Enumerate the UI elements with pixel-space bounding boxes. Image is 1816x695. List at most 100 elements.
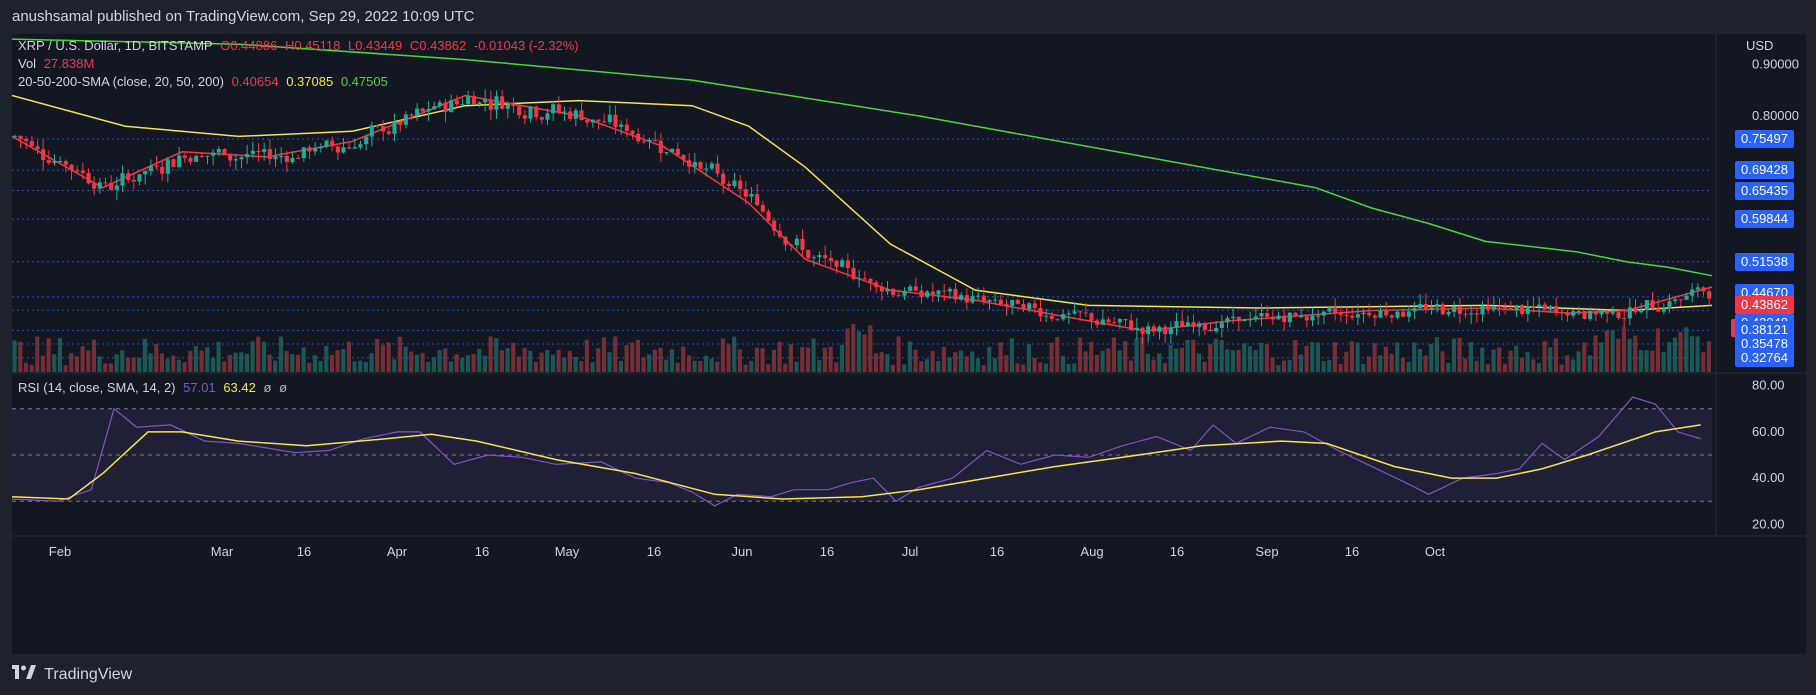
candle-body [46,160,51,164]
volume-bar [567,351,572,372]
candle-body [868,279,873,283]
price-chart[interactable]: 0.90000 0.80000 80.00 60.00 40.00 20.00 Feb Mar… [12,34,1806,654]
volume-bar [1553,338,1558,372]
volume-bar [1225,349,1230,372]
candle-body [687,160,692,167]
volume-bar [822,347,827,372]
volume-bar [947,357,952,372]
candle-body [641,141,646,143]
candle-body [879,286,884,292]
volume-bar [1213,338,1218,372]
candle-body [41,149,46,161]
volume-bar [749,360,754,372]
candle-body [602,121,607,123]
volume-bar [97,356,102,372]
volume-bar [35,336,40,372]
candle-body [1100,319,1105,325]
candle-body [182,155,187,158]
high-value: H0.45118 [284,38,341,53]
candle-body [1650,300,1655,309]
candle-body [517,106,522,116]
volume-bar [1423,355,1428,372]
volume-bar [998,342,1003,372]
volume-bar [403,346,408,372]
volume-bar [1655,328,1660,372]
candle-body [1242,319,1247,322]
volume-bar [1145,353,1150,372]
volume-bar [1701,352,1706,372]
candle-body [1168,327,1173,335]
candle-body [528,106,533,119]
volume-bar [142,338,147,372]
candle-body [1520,305,1525,314]
candle-body [1157,326,1162,332]
volume-bar [573,357,578,372]
candle-body [959,295,964,300]
candle-body [925,291,930,297]
candle-body [1355,314,1360,318]
volume-bar [1140,337,1145,372]
candle-body [460,104,465,106]
candle-body [1027,303,1032,310]
candle-body [579,110,584,121]
volume-bar [216,341,221,372]
volume-bar [1242,343,1247,372]
candle-body [1435,304,1440,308]
volume-bar [630,342,635,372]
volume-bar [233,352,238,372]
candle-body [137,174,142,182]
candle-body [24,138,29,141]
volume-bar [1026,344,1031,372]
candle-body [1293,312,1298,317]
volume-bar [953,352,958,372]
volume-bar [74,356,79,372]
volume-bar [913,349,918,372]
volume-bar [539,352,544,372]
candle-body [148,165,153,172]
volume-bar [624,345,629,372]
time-axis-label: Feb [49,544,71,559]
rsi-sma-value: 63.42 [223,380,256,395]
candle-body [1548,306,1553,310]
candle-body [539,117,544,120]
volume-bar [1576,351,1581,372]
candle-body [1225,318,1230,323]
candle-body [1423,304,1428,309]
candle-body [171,159,176,167]
candle-body [267,149,272,159]
candle-body [165,159,170,174]
time-axis-label: Apr [387,544,408,559]
chart-area[interactable]: 0.90000 0.80000 80.00 60.00 40.00 20.00 Feb Mar… [12,34,1806,654]
volume-bar [1344,351,1349,372]
candle-body [1525,306,1530,314]
volume-bar [800,346,805,372]
candle-body [993,299,998,301]
volume-bar [1474,360,1479,372]
candle-body [466,95,471,105]
volume-bar [1230,350,1235,372]
volume-bar [1077,337,1082,372]
candle-body [851,268,856,280]
candle-body [1021,304,1026,310]
volume-bar [12,340,17,372]
candle-body [296,157,301,159]
volume-bar [1508,350,1513,372]
volume-bar [397,336,402,372]
candle-body [1338,313,1343,315]
volume-bar [1157,353,1162,372]
footer: TradingView [0,654,1816,695]
candle-body [1707,291,1712,299]
candle-body [1446,311,1451,315]
candle-body [1061,314,1066,320]
volume-bar [1429,343,1434,372]
volume-bar [1565,355,1570,372]
volume-bar [613,336,618,372]
candle-body [817,255,822,258]
volume-bar [1298,354,1303,372]
rsi-legend: RSI (14, close, SMA, 14, 2) 57.01 63.42 … [18,380,291,395]
volume-bar [210,358,215,372]
volume-bar [1128,360,1133,372]
candle-body [1253,316,1258,320]
candle-body [777,230,782,237]
candle-body [245,154,250,158]
